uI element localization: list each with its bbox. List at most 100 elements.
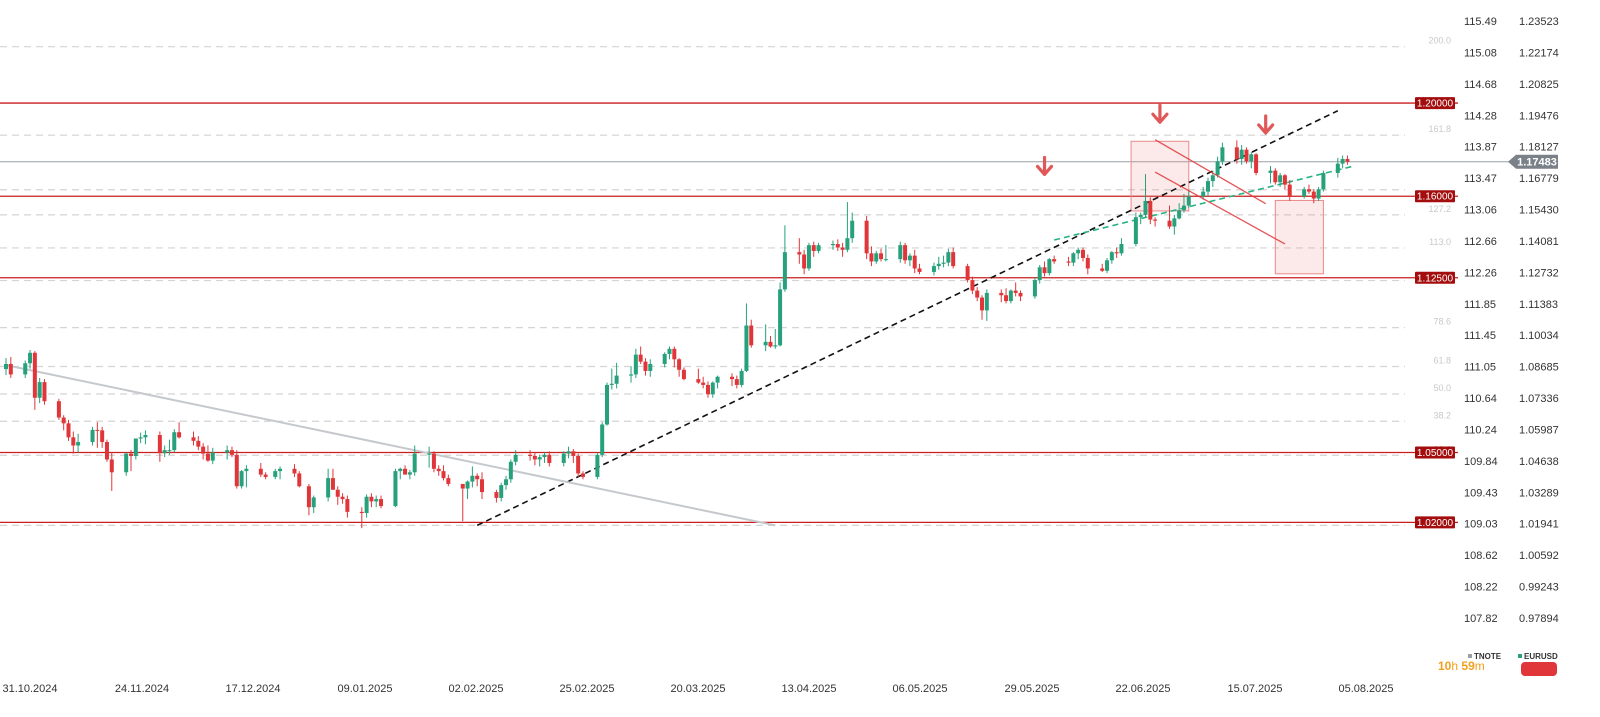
candle-body <box>499 485 504 498</box>
candle-body <box>1004 295 1009 302</box>
candle-body <box>778 289 783 346</box>
candle-body <box>614 375 619 384</box>
candle-body <box>379 499 384 507</box>
y-tick-left: 111.05 <box>1464 362 1496 374</box>
channel-line <box>1154 139 1267 205</box>
candle-body <box>1085 257 1090 269</box>
action-button[interactable] <box>1521 662 1557 676</box>
candle-body <box>167 450 172 452</box>
y-tick-left: 115.08 <box>1464 47 1497 59</box>
candle-body <box>335 489 340 497</box>
candle-body <box>710 382 715 395</box>
candle-body <box>840 247 845 250</box>
candle-body <box>225 450 230 453</box>
candle-body <box>730 376 735 380</box>
candle-body <box>1114 252 1119 254</box>
candle-body <box>830 243 835 246</box>
y-tick-left: 108.22 <box>1464 582 1498 594</box>
candle-body <box>696 379 701 383</box>
x-tick: 02.02.2025 <box>448 683 503 695</box>
candle-body <box>532 455 537 460</box>
candle-body <box>917 268 922 272</box>
level-label: 1.20000 <box>1417 99 1454 110</box>
candle-body <box>931 266 936 272</box>
candle-body <box>773 345 778 347</box>
level-label-bg <box>1415 446 1455 459</box>
candle-body <box>999 292 1004 296</box>
candle-body <box>903 245 908 261</box>
countdown-timer: 10h 59m <box>1438 659 1485 673</box>
candle-body <box>1052 259 1057 262</box>
candle-body <box>734 379 739 385</box>
y-tick-left: 113.87 <box>1464 142 1497 154</box>
candle-body <box>234 454 239 487</box>
x-tick: 13.04.2025 <box>781 683 836 695</box>
legend: TNOTE EURUSD <box>1468 652 1558 661</box>
candle-body <box>1181 205 1186 211</box>
candle-body <box>797 252 802 255</box>
candle-body <box>629 374 634 376</box>
candle-body <box>330 478 335 490</box>
candle-body <box>1345 158 1350 162</box>
timer-hours-unit: h <box>1451 659 1459 673</box>
y-tick-left: 111.85 <box>1464 299 1496 311</box>
y-tick-left: 113.06 <box>1464 205 1497 217</box>
candle-body <box>239 471 244 487</box>
candle-body <box>869 253 874 262</box>
candle-body <box>609 383 614 385</box>
y-tick-left: 109.84 <box>1464 456 1498 468</box>
candle-body <box>28 352 33 364</box>
y-tick-right: 1.08685 <box>1519 362 1559 374</box>
candle-body <box>191 437 196 441</box>
candle-body <box>1201 191 1206 197</box>
trendlines <box>5 110 1353 527</box>
candle-body <box>1143 200 1148 215</box>
horizontal-levels: 1.20000 1.16000 1.12500 1.05000 1.02000 <box>0 97 1458 529</box>
y-tick-left: 114.28 <box>1464 110 1497 122</box>
fib-label: 200.0 <box>1428 36 1451 46</box>
y-tick-left: 114.68 <box>1464 79 1497 91</box>
candle-body <box>61 417 66 424</box>
candle-body <box>1119 243 1124 254</box>
candle-body <box>138 437 143 439</box>
candle-body <box>133 438 138 456</box>
timer-hours: 10 <box>1438 659 1452 673</box>
x-tick: 25.02.2025 <box>559 683 614 695</box>
candle-body <box>1013 290 1018 293</box>
candle-body <box>980 297 985 311</box>
level-label-bg <box>1415 271 1455 284</box>
candle-body <box>975 290 980 298</box>
candle-body <box>292 468 297 474</box>
y-tick-left: 112.66 <box>1464 236 1497 248</box>
candle-body <box>633 354 638 375</box>
y-tick-left: 115.49 <box>1464 16 1497 28</box>
candle-body <box>205 453 210 461</box>
y-tick-left: 109.03 <box>1464 519 1498 531</box>
candle-body <box>662 353 667 364</box>
fib-label: 38.2 <box>1433 410 1451 420</box>
candle-body <box>566 451 571 454</box>
candle-body <box>273 471 278 477</box>
candle-body <box>1133 217 1138 244</box>
y-tick-right: 1.15430 <box>1519 205 1559 217</box>
y-tick-left: 110.24 <box>1464 424 1497 436</box>
fib-label: 61.8 <box>1433 356 1451 366</box>
candle-body <box>811 245 816 251</box>
y-tick-right: 0.97894 <box>1519 613 1559 625</box>
x-tick: 15.07.2025 <box>1227 683 1282 695</box>
candle-body <box>528 454 533 456</box>
candle-body <box>1105 260 1110 271</box>
candle-body <box>66 423 71 438</box>
y-tick-right: 1.22174 <box>1519 47 1559 59</box>
candle-body <box>1306 189 1311 192</box>
level-label: 1.05000 <box>1417 448 1454 459</box>
candle-body <box>412 453 417 473</box>
candle-body <box>210 452 215 461</box>
candle-body <box>749 325 754 346</box>
candle-body <box>1244 149 1249 162</box>
candle-body <box>898 245 903 260</box>
candle-body <box>1177 210 1182 219</box>
y-tick-right: 1.19476 <box>1519 110 1559 122</box>
candle-body <box>129 453 134 456</box>
candle-body <box>874 253 879 262</box>
